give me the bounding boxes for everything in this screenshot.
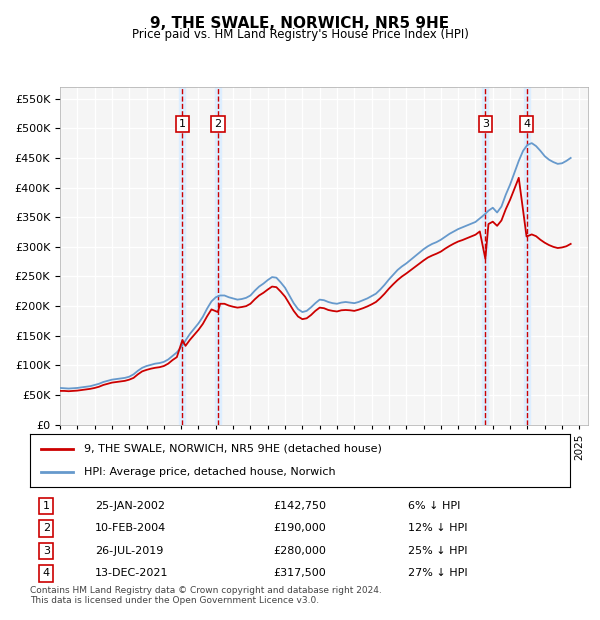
Text: 13-DEC-2021: 13-DEC-2021 bbox=[95, 569, 168, 578]
Text: £190,000: £190,000 bbox=[273, 523, 326, 533]
Text: £142,750: £142,750 bbox=[273, 501, 326, 511]
Text: 2: 2 bbox=[43, 523, 50, 533]
Bar bbox=[482, 87, 488, 425]
Text: 25% ↓ HPI: 25% ↓ HPI bbox=[408, 546, 467, 556]
Text: Contains HM Land Registry data © Crown copyright and database right 2024.: Contains HM Land Registry data © Crown c… bbox=[30, 586, 382, 595]
Text: 2: 2 bbox=[214, 119, 221, 129]
Bar bbox=[179, 87, 185, 425]
Bar bbox=[524, 87, 530, 425]
Text: 3: 3 bbox=[43, 546, 50, 556]
Text: £317,500: £317,500 bbox=[273, 569, 326, 578]
Text: 9, THE SWALE, NORWICH, NR5 9HE (detached house): 9, THE SWALE, NORWICH, NR5 9HE (detached… bbox=[84, 444, 382, 454]
Text: 1: 1 bbox=[179, 119, 186, 129]
Bar bbox=[215, 87, 221, 425]
Text: 6% ↓ HPI: 6% ↓ HPI bbox=[408, 501, 460, 511]
Text: 10-FEB-2004: 10-FEB-2004 bbox=[95, 523, 166, 533]
Text: 4: 4 bbox=[43, 569, 50, 578]
Text: 12% ↓ HPI: 12% ↓ HPI bbox=[408, 523, 467, 533]
Text: 3: 3 bbox=[482, 119, 489, 129]
Text: HPI: Average price, detached house, Norwich: HPI: Average price, detached house, Norw… bbox=[84, 467, 335, 477]
Text: 25-JAN-2002: 25-JAN-2002 bbox=[95, 501, 165, 511]
Text: 26-JUL-2019: 26-JUL-2019 bbox=[95, 546, 163, 556]
Text: 27% ↓ HPI: 27% ↓ HPI bbox=[408, 569, 467, 578]
Text: 4: 4 bbox=[523, 119, 530, 129]
Text: £280,000: £280,000 bbox=[273, 546, 326, 556]
Text: 1: 1 bbox=[43, 501, 50, 511]
Text: This data is licensed under the Open Government Licence v3.0.: This data is licensed under the Open Gov… bbox=[30, 596, 319, 606]
Text: Price paid vs. HM Land Registry's House Price Index (HPI): Price paid vs. HM Land Registry's House … bbox=[131, 28, 469, 41]
Text: 9, THE SWALE, NORWICH, NR5 9HE: 9, THE SWALE, NORWICH, NR5 9HE bbox=[151, 16, 449, 30]
